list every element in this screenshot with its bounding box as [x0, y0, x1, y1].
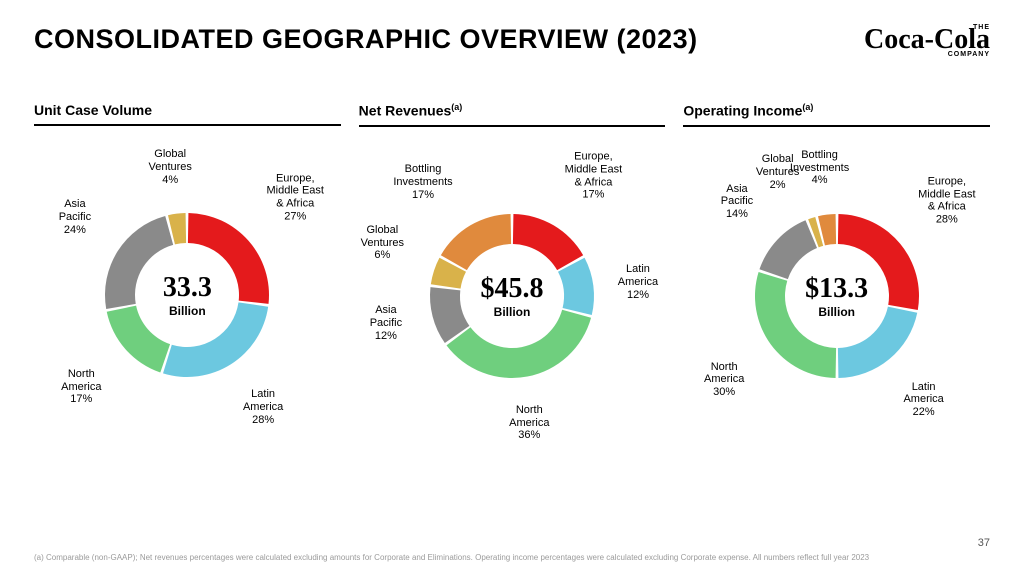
donut-segment-apac	[759, 220, 817, 279]
donut-chart: Europe,Middle East& Africa17% LatinAmeric…	[359, 141, 666, 451]
segment-label-emea: Europe,Middle East& Africa27%	[267, 172, 324, 223]
chart-title-sup: (a)	[802, 102, 813, 112]
page-number: 37	[978, 537, 990, 549]
donut-center-value: $13.3	[805, 273, 868, 305]
donut-center-unit: Billion	[805, 305, 868, 319]
segment-label-gv: GlobalVentures6%	[361, 224, 404, 262]
donut-center: $45.8Billion	[481, 273, 544, 319]
footnote: (a) Comparable (non-GAAP); Net revenues …	[34, 553, 964, 563]
donut-center: $13.3Billion	[805, 273, 868, 319]
logo-brand: Coca-Cola	[864, 29, 990, 51]
chart-column: Operating Income(a) Europe,Middle East& A…	[683, 102, 990, 451]
segment-label-na: NorthAmerica17%	[61, 368, 101, 406]
segment-label-latam: LatinAmerica12%	[618, 263, 658, 301]
segment-label-latam: LatinAmerica22%	[903, 381, 943, 419]
segment-label-apac: AsiaPacific14%	[721, 183, 753, 221]
segment-label-na: NorthAmerica36%	[509, 404, 549, 442]
donut-chart: Europe,Middle East& Africa28% LatinAmeric…	[683, 141, 990, 451]
segment-label-apac: AsiaPacific12%	[370, 304, 402, 342]
donut-segment-bi	[441, 214, 511, 270]
company-logo: THE Coca-Cola COMPANY	[864, 24, 990, 58]
donut-segment-emea	[513, 214, 583, 270]
segment-label-latam: LatinAmerica28%	[243, 388, 283, 426]
chart-column: Unit Case Volume Europe,Middle East& Afri…	[34, 102, 341, 451]
chart-title: Unit Case Volume	[34, 102, 341, 126]
segment-label-emea: Europe,Middle East& Africa28%	[918, 175, 975, 226]
segment-label-bi: BottlingInvestments4%	[790, 149, 849, 187]
donut-center-value: $45.8	[481, 273, 544, 305]
chart-title-sup: (a)	[451, 102, 462, 112]
donut-center-unit: Billion	[163, 304, 212, 318]
segment-label-gv: GlobalVentures4%	[148, 148, 191, 186]
segment-label-apac: AsiaPacific24%	[59, 199, 91, 237]
donut-center: 33.3Billion	[163, 272, 212, 318]
donut-center-value: 33.3	[163, 272, 212, 304]
slide-title: CONSOLIDATED GEOGRAPHIC OVERVIEW (2023)	[34, 24, 698, 55]
donut-segment-na	[107, 306, 170, 373]
chart-column: Net Revenues(a) Europe,Middle East& Afric…	[359, 102, 666, 451]
chart-title: Net Revenues(a)	[359, 102, 666, 127]
segment-label-na: NorthAmerica30%	[704, 361, 744, 399]
donut-center-unit: Billion	[481, 305, 544, 319]
segment-label-emea: Europe,Middle East& Africa17%	[565, 151, 622, 202]
chart-title: Operating Income(a)	[683, 102, 990, 127]
charts-row: Unit Case Volume Europe,Middle East& Afri…	[34, 102, 990, 451]
segment-label-bi: BottlingInvestments17%	[393, 163, 452, 201]
slide-header: CONSOLIDATED GEOGRAPHIC OVERVIEW (2023) …	[34, 24, 990, 58]
donut-chart: Europe,Middle East& Africa27% LatinAmeric…	[34, 140, 341, 450]
donut-segment-na	[447, 310, 592, 378]
